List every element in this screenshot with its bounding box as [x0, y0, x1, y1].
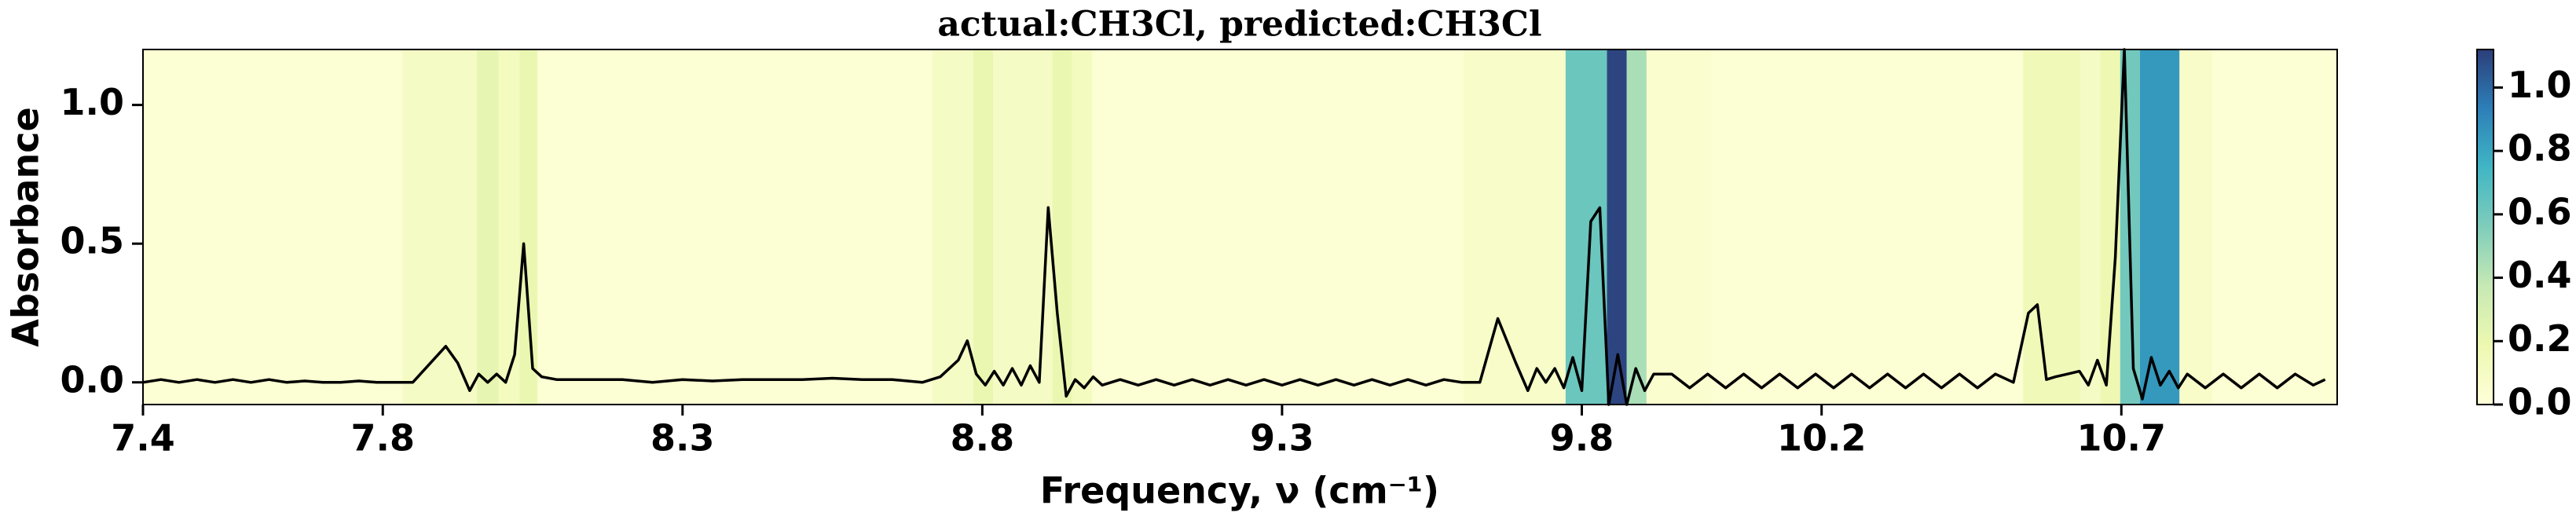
heat-band	[477, 49, 499, 405]
x-axis-label: Frequency, ν (cm⁻¹)	[1040, 470, 1439, 512]
colorbar-tick-label: 0.4	[2508, 254, 2572, 296]
heat-band	[2179, 49, 2212, 405]
heat-band	[933, 49, 973, 405]
y-tick-label: 1.0	[60, 81, 125, 123]
x-tick-label: 9.3	[1250, 417, 1314, 460]
colorbar-tick-label: 0.0	[2508, 381, 2572, 423]
heat-band	[1072, 49, 1093, 405]
chart-title: actual:CH3Cl, predicted:CH3Cl	[937, 5, 1541, 45]
colorbar-tick-label: 1.0	[2508, 64, 2572, 106]
heat-band	[1607, 49, 1627, 405]
y-tick-label: 0.0	[60, 358, 125, 401]
heat-band	[1710, 49, 2024, 405]
heat-band	[2211, 49, 2337, 405]
heat-band	[2139, 49, 2180, 405]
heat-band	[1626, 49, 1647, 405]
heat-band	[498, 49, 520, 405]
x-tick-label: 10.2	[1777, 417, 1867, 460]
heat-band	[1464, 49, 1566, 405]
heat-band	[537, 49, 933, 405]
y-axis-label: Absorbance	[5, 107, 47, 346]
x-tick-label: 8.8	[951, 417, 1015, 460]
heat-band	[1052, 49, 1072, 405]
heat-band	[402, 49, 478, 405]
x-tick-label: 9.8	[1550, 417, 1614, 460]
heat-band	[993, 49, 1053, 405]
heat-band	[1092, 49, 1464, 405]
data-line	[142, 48, 2326, 406]
x-tick-label: 7.8	[350, 417, 415, 460]
x-tick-label: 7.4	[111, 417, 175, 460]
x-tick-label: 10.7	[2077, 417, 2167, 460]
heat-band	[973, 49, 994, 405]
plot-frame	[142, 49, 2338, 405]
x-tick-label: 8.3	[650, 417, 715, 460]
heat-band	[519, 49, 538, 405]
colorbar-tick-label: 0.8	[2508, 127, 2572, 170]
colorbar-tick-label: 0.6	[2508, 190, 2572, 233]
colorbar	[2476, 49, 2494, 405]
heat-band	[143, 49, 403, 405]
heat-band	[2023, 49, 2081, 405]
colorbar-tick-label: 0.2	[2508, 317, 2572, 360]
heat-band	[2080, 49, 2101, 405]
y-tick-label: 0.5	[60, 220, 125, 262]
heat-band	[1646, 49, 1711, 405]
